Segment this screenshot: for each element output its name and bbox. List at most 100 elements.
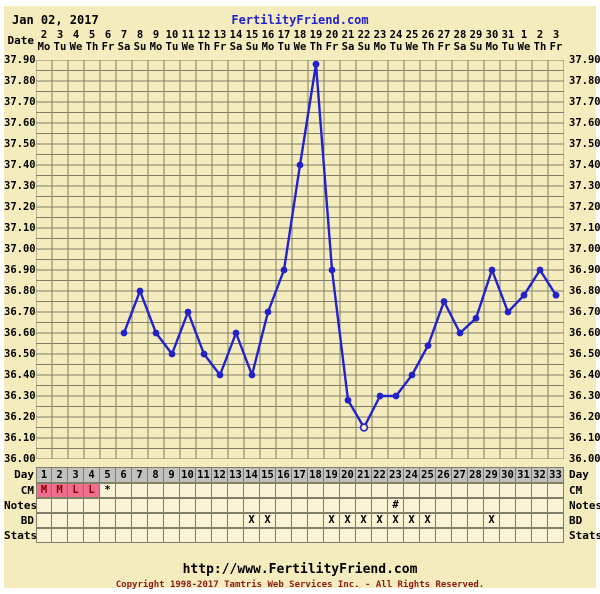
temp-point (344, 396, 352, 404)
day-cell: 15 (260, 467, 276, 483)
cm-row: M M L L * (36, 483, 564, 498)
stats-cell (52, 528, 68, 543)
y-tick-label: 37.40 (4, 159, 36, 171)
stats-cell (324, 528, 340, 543)
day-cell: 31 (516, 467, 532, 483)
date-cell: 17 (277, 29, 291, 41)
temp-point (312, 60, 320, 68)
temp-point (504, 308, 512, 316)
bd-cell (116, 513, 132, 528)
y-tick-label: 36.70 (569, 306, 600, 318)
stats-cell (532, 528, 548, 543)
bd-cell (180, 513, 196, 528)
stats-cell (132, 528, 148, 543)
stats-cell (308, 528, 324, 543)
temp-point (392, 392, 400, 400)
y-tick-label: 37.50 (569, 138, 600, 150)
stats-cell (500, 528, 516, 543)
temp-point (296, 161, 304, 169)
temp-point (328, 266, 336, 274)
bd-cell: X (260, 513, 276, 528)
footer-url: http://www.FertilityFriend.com (182, 562, 418, 577)
date-cell: 16 (261, 29, 275, 41)
notes-cell (404, 498, 420, 513)
notes-cell (516, 498, 532, 513)
weekday-cell: Fr (101, 41, 115, 53)
date-cell: 9 (152, 29, 160, 41)
weekday-cell: Su (133, 41, 147, 53)
bd-cell (228, 513, 244, 528)
weekday-cell: Su (357, 41, 371, 53)
date-cell: 28 (453, 29, 467, 41)
date-cell: 26 (421, 29, 435, 41)
cm-cell (452, 483, 468, 498)
notes-cell (100, 498, 116, 513)
bd-cell (36, 513, 52, 528)
bbt-temperature-plot (36, 60, 564, 459)
y-tick-label: 36.00 (569, 453, 600, 465)
notes-cell (84, 498, 100, 513)
temp-point (216, 371, 224, 379)
notes-row-label-right: Notes (569, 499, 600, 512)
y-tick-label: 36.20 (4, 411, 36, 423)
cm-cell (468, 483, 484, 498)
y-tick-label: 37.20 (4, 201, 36, 213)
temp-point (424, 342, 432, 349)
notes-cell (532, 498, 548, 513)
y-tick-label: 36.90 (4, 264, 36, 276)
y-tick-label: 37.00 (4, 243, 36, 255)
stats-cell (84, 528, 100, 543)
weekday-cell: Th (85, 41, 99, 53)
bd-cell (308, 513, 324, 528)
day-cell: 4 (84, 467, 100, 483)
date-cell: 19 (309, 29, 323, 41)
day-cell: 13 (228, 467, 244, 483)
temp-point (200, 350, 208, 358)
day-cell: 14 (244, 467, 260, 483)
notes-cell (52, 498, 68, 513)
cm-cell (420, 483, 436, 498)
cm-cell (196, 483, 212, 498)
weekday-cell: Mo (149, 41, 163, 53)
bd-cell (52, 513, 68, 528)
weekday-cell: Sa (453, 41, 467, 53)
weekday-cell: We (405, 41, 419, 53)
bd-cell (164, 513, 180, 528)
date-cell: 20 (325, 29, 339, 41)
day-cell: 21 (356, 467, 372, 483)
day-cell: 18 (308, 467, 324, 483)
date-cell: 27 (437, 29, 451, 41)
date-cell: 23 (373, 29, 387, 41)
weekday-cell: Fr (325, 41, 339, 53)
day-row-label-left: Day (14, 468, 34, 481)
notes-cell (132, 498, 148, 513)
stats-cell (388, 528, 404, 543)
weekday-cell: Sa (341, 41, 355, 53)
stats-cell (436, 528, 452, 543)
weekday-cell: Tu (501, 41, 515, 53)
temp-point (488, 266, 496, 274)
y-tick-label: 37.20 (569, 201, 600, 213)
stats-cell (228, 528, 244, 543)
weekday-cell: Tu (165, 41, 179, 53)
bd-cell (132, 513, 148, 528)
y-tick-label: 37.90 (569, 54, 600, 66)
date-axis-label: Date (7, 34, 35, 47)
stats-cell (292, 528, 308, 543)
y-tick-label: 36.70 (4, 306, 36, 318)
cm-cell (340, 483, 356, 498)
day-cell: 12 (212, 467, 228, 483)
day-cell: 17 (292, 467, 308, 483)
stats-cell (244, 528, 260, 543)
temp-point (232, 329, 240, 337)
y-tick-label: 37.80 (4, 75, 36, 87)
day-row: 1 2 3 4 5 6 7 8 9 10 11 12 13 14 15 16 17 18 19 20 21 22 23 24 2… (36, 467, 564, 483)
cm-cell (404, 483, 420, 498)
y-tick-label: 37.30 (4, 180, 36, 192)
cm-cell: M (52, 483, 68, 498)
weekday-cell: Th (197, 41, 211, 53)
day-cell: 22 (372, 467, 388, 483)
notes-cell (484, 498, 500, 513)
